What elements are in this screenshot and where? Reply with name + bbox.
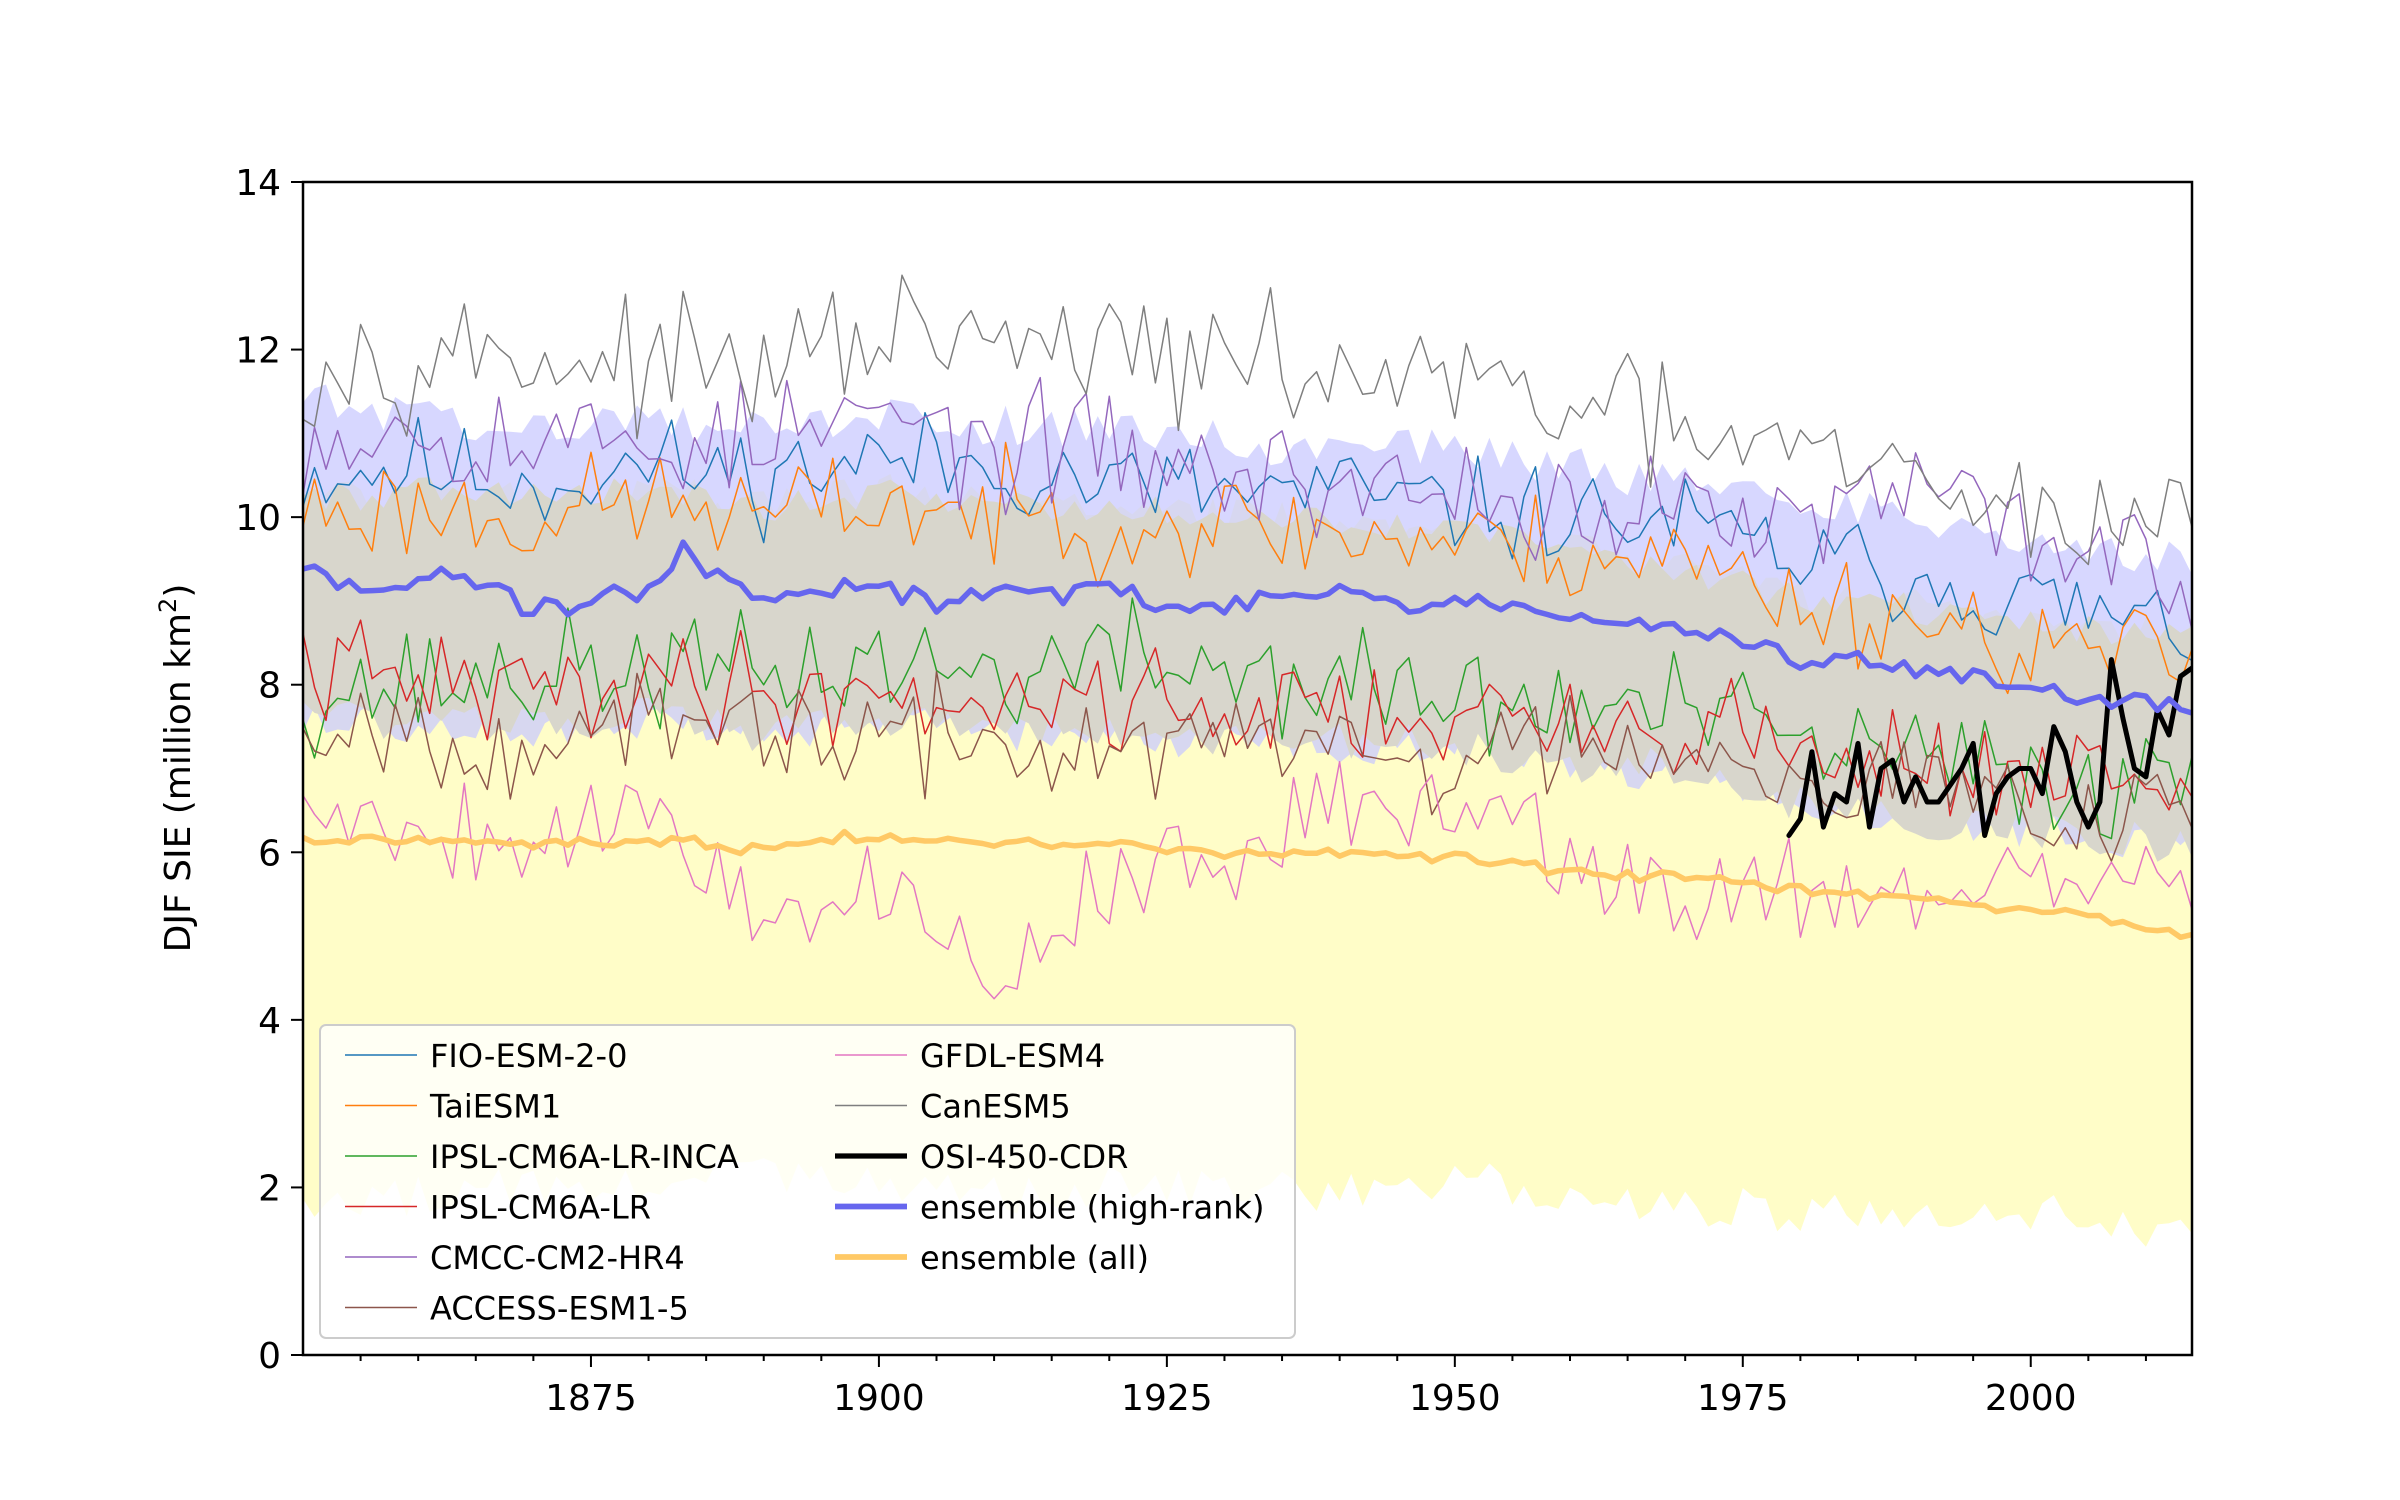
y-tick-label: 10	[235, 498, 281, 539]
series-line-ensemble-high-rank	[303, 539, 2192, 716]
overlap-band	[303, 477, 2192, 862]
y-tick-label: 8	[258, 666, 281, 707]
series-line-osi-450-cdr	[1786, 657, 2192, 838]
legend-label: IPSL-CM6A-LR	[430, 1189, 651, 1227]
legend-label: OSI-450-CDR	[920, 1138, 1128, 1176]
series-line-canesm5	[303, 274, 2192, 566]
plot-frame	[301, 180, 2194, 1357]
series-line-fio-esm-2-0	[303, 412, 2192, 662]
series-line-taiesm1	[303, 441, 2192, 695]
series-line-ipsl-cm6a-lr-inca	[303, 597, 2192, 840]
legend-label: IPSL-CM6A-LR-INCA	[430, 1138, 739, 1176]
y-tick-label: 4	[258, 1001, 281, 1042]
y-axis-label-close: )	[158, 584, 199, 598]
x-tick-label: 1975	[1697, 1378, 1789, 1419]
y-tick-label: 0	[258, 1336, 281, 1377]
legend-label: GFDL-ESM4	[920, 1037, 1105, 1075]
y-tick-label: 2	[258, 1168, 281, 1209]
x-axis: 1875 1900 1925 1950 1975 2000	[359, 1355, 2147, 1419]
y-tick-label: 12	[235, 331, 281, 372]
legend-label: ACCESS-ESM1-5	[430, 1290, 689, 1328]
y-axis-label: DJF SIE (million km2)	[154, 584, 199, 953]
x-tick-label: 1900	[833, 1378, 925, 1419]
series-line-access-esm1-5	[303, 670, 2192, 862]
x-tick-label: 1925	[1121, 1378, 1213, 1419]
x-tick-label: 1950	[1409, 1378, 1501, 1419]
legend-label: TaiESM1	[429, 1088, 561, 1126]
series-line-gfdl-esm4	[303, 760, 2192, 1000]
legend-label: CanESM5	[920, 1088, 1071, 1126]
x-tick-label: 1875	[545, 1378, 637, 1419]
y-tick-label: 6	[258, 833, 281, 874]
x-tick-label: 2000	[1985, 1378, 2077, 1419]
y-axis-label-superscript: 2	[154, 598, 182, 613]
series-line-ensemble-all	[303, 828, 2192, 941]
legend-label: FIO-ESM-2-0	[430, 1037, 627, 1075]
legend-label: ensemble (all)	[920, 1239, 1149, 1277]
legend-label: CMCC-CM2-HR4	[430, 1239, 685, 1277]
series-line-cmcc-cm2-hr4	[303, 376, 2192, 631]
legend-box	[319, 1024, 1296, 1339]
y-axis: 0 2 4 6 8 10 12 14	[235, 163, 303, 1377]
y-axis-label-text: DJF SIE (million km	[158, 613, 199, 952]
legend: FIO-ESM-2-0 TaiESM1 IPSL-CM6A-LR-INCA IPSL-…	[319, 1024, 1296, 1339]
legend-label: ensemble (high-rank)	[920, 1189, 1264, 1227]
series-layer	[303, 274, 2192, 1000]
y-tick-label: 14	[235, 163, 281, 204]
